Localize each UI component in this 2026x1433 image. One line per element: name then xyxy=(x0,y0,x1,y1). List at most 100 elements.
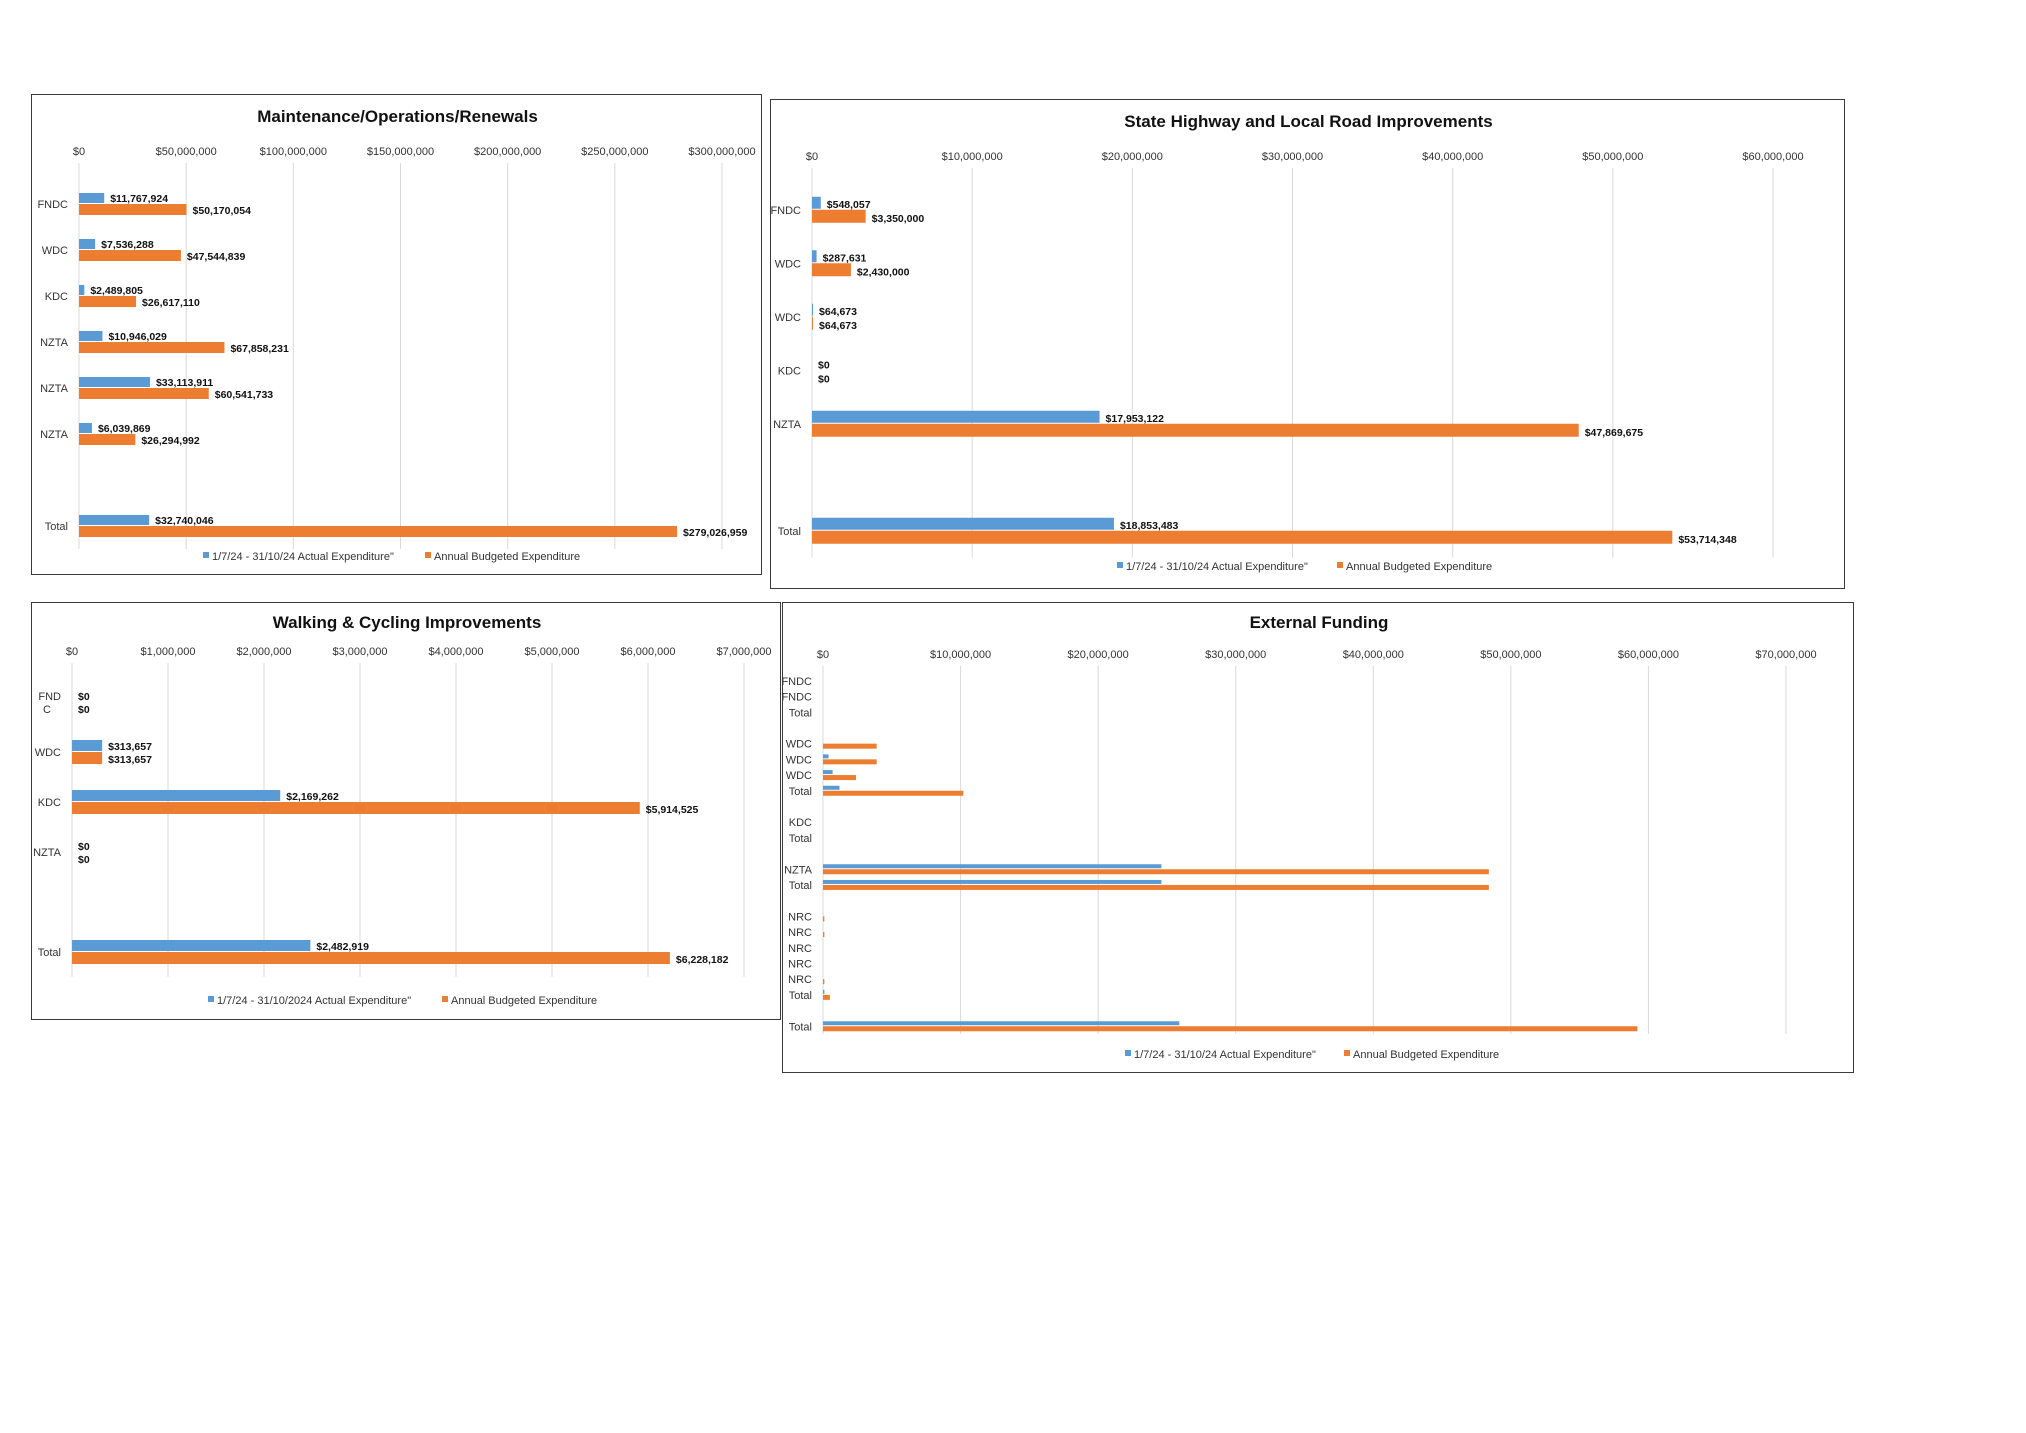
data-label-actual: $2,482,919 xyxy=(316,941,369,953)
chart-title: State Highway and Local Road Improvement… xyxy=(1124,112,1492,131)
bar-budget xyxy=(823,932,825,938)
bar-actual xyxy=(823,879,1162,884)
legend-label-budget: Annual Budgeted Expenditure xyxy=(434,551,580,563)
legend-swatch-actual xyxy=(208,996,214,1002)
bar-budget xyxy=(79,204,187,215)
x-tick-label: $60,000,000 xyxy=(1618,649,1679,661)
data-label-actual: $0 xyxy=(818,359,830,371)
category-label: KDC xyxy=(38,797,61,809)
data-label-actual: $7,536,288 xyxy=(101,239,154,251)
bar-actual xyxy=(812,196,821,209)
legend-swatch-budget xyxy=(442,996,448,1002)
category-label: WDC xyxy=(775,258,801,270)
data-label-actual: $2,489,805 xyxy=(90,285,143,297)
category-label: FNDC xyxy=(783,692,812,704)
bar-actual xyxy=(812,410,1100,423)
x-tick-label: $6,000,000 xyxy=(620,646,675,658)
data-label-budget: $313,657 xyxy=(108,754,152,766)
category-label: NZTA xyxy=(773,419,802,431)
category-label: WDC xyxy=(35,747,61,759)
legend-label-budget: Annual Budgeted Expenditure xyxy=(1353,1049,1499,1061)
data-label-budget: $5,914,525 xyxy=(646,804,699,816)
legend-swatch-actual xyxy=(1117,562,1123,568)
x-tick-label: $200,000,000 xyxy=(474,146,541,158)
data-label-budget: $67,858,231 xyxy=(230,343,289,355)
bar-actual xyxy=(823,989,825,994)
chart-maintenance: Maintenance/Operations/Renewals $0 $50,000… xyxy=(37,107,755,563)
bar-actual xyxy=(79,515,150,525)
bar-budget xyxy=(79,388,209,399)
category-label: NRC xyxy=(788,911,812,923)
category-label: NZTA xyxy=(33,847,62,859)
x-tick-label: $300,000,000 xyxy=(688,146,755,158)
data-label-budget: $47,544,839 xyxy=(187,251,246,263)
data-label-budget: $64,673 xyxy=(819,320,857,332)
bar-actual xyxy=(823,1021,1180,1026)
category-label: Total xyxy=(789,1021,812,1033)
legend-label-actual: 1/7/24 - 31/10/24 Actual Expenditure" xyxy=(212,551,394,563)
x-tick-label: $50,000,000 xyxy=(1480,649,1541,661)
category-label: NRC xyxy=(788,974,812,986)
legend-label-actual: 1/7/24 - 31/10/24 Actual Expenditure" xyxy=(1134,1049,1316,1061)
bar-budget xyxy=(72,752,103,764)
category-label: WDC xyxy=(775,312,801,324)
legend-swatch-budget xyxy=(1337,562,1343,568)
bar-budget xyxy=(79,250,181,261)
legend-label-actual: 1/7/24 - 31/10/24 Actual Expenditure" xyxy=(1126,561,1308,573)
data-label-budget: $26,294,992 xyxy=(141,435,200,447)
category-label: Total xyxy=(789,833,812,845)
category-label: Total xyxy=(789,990,812,1002)
data-label-actual: $18,853,483 xyxy=(1120,520,1179,532)
bar-actual xyxy=(812,250,817,263)
x-tick-label: $2,000,000 xyxy=(236,646,291,658)
category-label: FNDC xyxy=(37,199,68,211)
x-tick-label: $50,000,000 xyxy=(156,146,217,158)
chart-title: Walking & Cycling Improvements xyxy=(273,613,542,632)
bar-actual xyxy=(79,239,96,249)
bar-budget xyxy=(823,790,964,796)
bar-budget xyxy=(812,209,866,223)
data-label-actual: $17,953,122 xyxy=(1106,413,1165,425)
bar-budget xyxy=(812,316,814,330)
x-tick-label: $5,000,000 xyxy=(524,646,579,658)
category-label: WDC xyxy=(786,754,812,766)
bar-budget xyxy=(812,423,1579,437)
data-label-actual: $6,039,869 xyxy=(98,423,151,435)
x-tick-label: $0 xyxy=(66,646,78,658)
category-label: NRC xyxy=(788,943,812,955)
data-label-budget: $3,350,000 xyxy=(872,213,925,225)
x-tick-label: $250,000,000 xyxy=(581,146,648,158)
category-label: KDC xyxy=(789,817,812,829)
data-label-budget: $60,541,733 xyxy=(215,389,274,401)
category-label: NZTA xyxy=(40,337,69,349)
category-label-line: FND xyxy=(38,691,61,703)
x-tick-label: $60,000,000 xyxy=(1742,151,1803,163)
chart-maintenance-panel: Maintenance/Operations/Renewals $0 $50,000… xyxy=(31,94,762,575)
chart-road-improvements: State Highway and Local Road Improvement… xyxy=(771,112,1804,573)
bar-budget xyxy=(72,952,670,964)
legend-label-budget: Annual Budgeted Expenditure xyxy=(451,995,597,1007)
bar-actual xyxy=(812,303,814,316)
bar-budget xyxy=(823,979,825,985)
legend-swatch-budget xyxy=(1344,1050,1350,1056)
data-label-budget: $47,869,675 xyxy=(1585,427,1644,439)
bar-actual xyxy=(79,331,103,341)
bar-budget xyxy=(823,916,825,922)
data-label-actual: $11,767,924 xyxy=(110,193,168,205)
data-label-budget: $26,617,110 xyxy=(142,297,200,309)
category-label: NRC xyxy=(788,927,812,939)
bar-budget xyxy=(823,743,877,749)
x-tick-label: $7,000,000 xyxy=(716,646,771,658)
chart-external-funding-panel: External Funding $0 $10,000,000 $20,000,000… xyxy=(782,602,1854,1073)
x-tick-label: $1,000,000 xyxy=(140,646,195,658)
chart-title: External Funding xyxy=(1250,613,1389,632)
x-tick-label: $10,000,000 xyxy=(930,649,991,661)
category-label: Total xyxy=(38,947,61,959)
x-tick-label: $30,000,000 xyxy=(1262,151,1323,163)
data-label-actual: $33,113,911 xyxy=(156,377,213,389)
bar-actual xyxy=(79,377,150,387)
category-label-line: C xyxy=(43,704,51,716)
x-tick-label: $50,000,000 xyxy=(1582,151,1643,163)
bar-budget xyxy=(823,994,830,1000)
